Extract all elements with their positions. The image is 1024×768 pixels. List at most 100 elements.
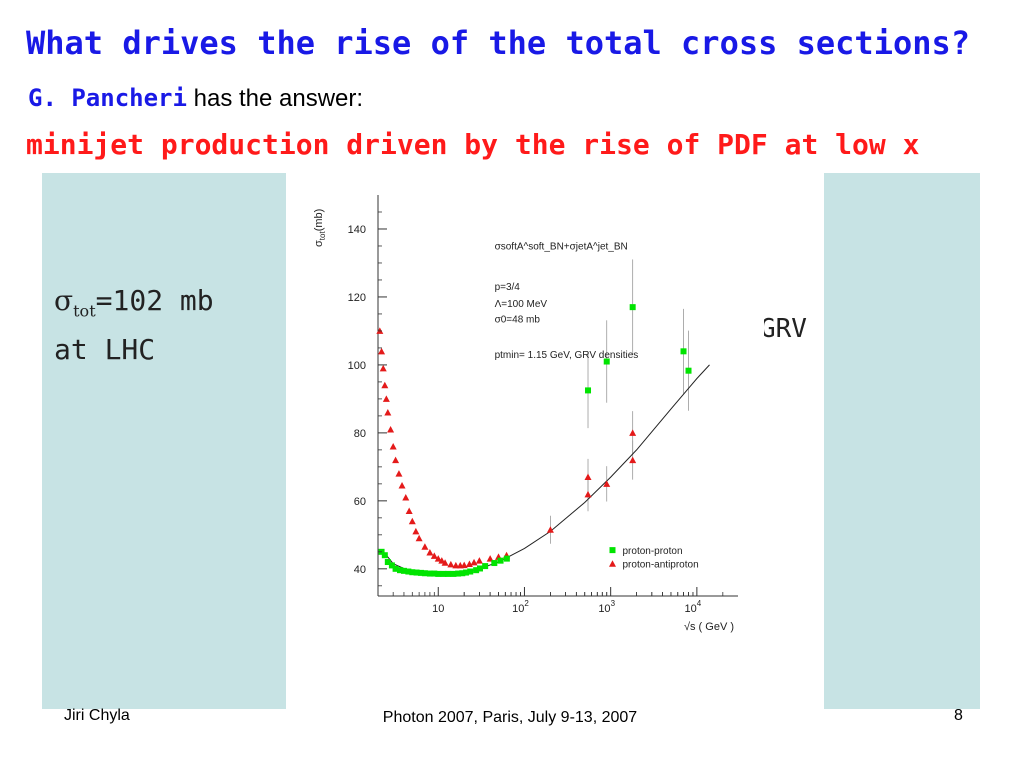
pp-point <box>477 565 484 572</box>
slide-subtitle: minijet production driven by the rise of… <box>26 128 920 161</box>
ppbar-point <box>486 555 494 562</box>
pp-point <box>381 552 388 559</box>
ppbar-point <box>584 473 592 481</box>
pp-point <box>384 559 391 566</box>
legend-ppbar-marker <box>608 560 616 567</box>
ppbar-point <box>412 527 420 535</box>
ppbar-point <box>395 470 403 477</box>
ppbar-point <box>398 482 406 489</box>
ppbar-point <box>470 558 478 566</box>
pp-point <box>497 557 504 564</box>
ppbar-point <box>389 442 397 450</box>
pp-point <box>459 570 466 577</box>
x-axis-label: √s ( GeV ) <box>684 621 734 633</box>
pp-point <box>388 562 395 569</box>
pp-point <box>482 563 489 570</box>
ppbar-point <box>584 490 592 498</box>
pp-point <box>463 569 470 576</box>
pp-point <box>440 570 447 577</box>
sigma-tot-note: σtot=102 mb at LHC <box>54 282 214 369</box>
pp-point <box>455 570 462 577</box>
ppbar-point <box>392 456 400 464</box>
y-tick-label-40: 40 <box>354 564 366 576</box>
ppbar-point <box>421 543 429 550</box>
annotation-3: σ0=48 mb <box>495 314 541 325</box>
data-marks <box>376 304 710 577</box>
ppbar-point <box>465 560 473 568</box>
footer-page-number: 8 <box>954 707 963 724</box>
answer-line: G. Pancheri has the answer: <box>28 84 363 113</box>
annotation-4: ptmin= 1.15 GeV, GRV densities <box>495 350 639 361</box>
ppbar-point <box>434 555 442 562</box>
pp-point <box>473 567 480 574</box>
ppbar-point <box>629 429 637 436</box>
y-tick-label-140: 140 <box>348 224 366 236</box>
pp-point <box>629 304 636 311</box>
legend-ppbar-label: proton-antiproton <box>622 560 698 571</box>
y-tick-label-60: 60 <box>354 496 366 508</box>
pp-point <box>431 570 438 577</box>
ppbar-point <box>408 517 416 525</box>
ppbar-point <box>546 526 554 533</box>
pp-point <box>685 367 692 374</box>
pp-point <box>585 387 592 394</box>
pp-point <box>417 569 424 576</box>
annotation-2: Λ=100 MeV <box>495 299 548 310</box>
axis-ticks: 40 60 80 100 120 140 10 102 103 104 √s ( GeV ) σtot… <box>313 209 734 633</box>
x-tick-label-10000: 104 <box>685 599 702 615</box>
annotation-1: p=3/4 <box>495 282 521 293</box>
x-tick-label-1000: 103 <box>598 599 615 615</box>
pp-point <box>503 555 510 562</box>
sigma-subscript: tot <box>73 301 96 321</box>
y-axis-label: σtot(mb) <box>313 209 327 247</box>
ppbar-point <box>405 507 413 515</box>
sigma-value: =102 mb <box>95 284 214 317</box>
ppbar-point <box>475 557 483 564</box>
pp-point <box>450 570 457 577</box>
pp-point <box>491 560 498 567</box>
legend-pp-marker <box>609 547 616 554</box>
pp-point <box>445 570 452 577</box>
sigma-lhc: at LHC <box>54 332 156 366</box>
pp-point <box>392 565 399 572</box>
right-panel <box>824 173 980 709</box>
y-tick-label-80: 80 <box>354 428 366 440</box>
annotation-0: σsoftA^soft_BN+σjetA^jet_BN <box>495 241 628 252</box>
ppbar-point <box>426 549 434 556</box>
y-tick-label-100: 100 <box>348 360 366 372</box>
ppbar-point <box>460 561 468 569</box>
ppbar-point <box>415 534 423 542</box>
pp-point <box>405 568 412 575</box>
chart-annotations: σsoftA^soft_BN+σjetA^jet_BN p=3/4 Λ=100 Me… <box>495 241 639 361</box>
pp-point <box>426 570 433 577</box>
pp-point <box>603 358 610 365</box>
pp-point <box>435 570 442 577</box>
footer-author: Jiri Chyla <box>64 707 130 724</box>
pp-point <box>409 569 416 576</box>
pp-point <box>400 567 407 574</box>
legend-pp-label: proton-proton <box>622 546 682 557</box>
footer-conference: Photon 2007, Paris, July 9-13, 2007 <box>382 709 638 726</box>
ppbar-point <box>402 493 410 501</box>
y-tick-label-120: 120 <box>348 292 366 304</box>
ppbar-point <box>629 456 637 464</box>
pp-point <box>413 569 420 576</box>
sigma-symbol: σ <box>54 284 74 317</box>
pp-point <box>680 348 687 355</box>
cross-section-chart: 40 60 80 100 120 140 10 102 103 104 √s ( GeV ) σtot… <box>296 183 764 633</box>
chart-background <box>296 183 764 633</box>
pp-point <box>421 570 428 577</box>
ppbar-point <box>603 480 611 487</box>
ppbar-point <box>384 408 392 416</box>
ppbar-point <box>452 561 460 569</box>
left-panel <box>42 173 286 709</box>
pp-point <box>397 567 404 574</box>
pp-point <box>467 568 474 575</box>
author-name: G. Pancheri <box>28 84 187 112</box>
ppbar-point <box>378 347 386 355</box>
ppbar-point <box>441 559 449 566</box>
ppbar-point <box>382 395 390 402</box>
chart-legend: proton-proton proton-antiproton <box>608 546 699 571</box>
ppbar-point <box>381 381 389 389</box>
answer-text: has the answer: <box>186 85 364 112</box>
